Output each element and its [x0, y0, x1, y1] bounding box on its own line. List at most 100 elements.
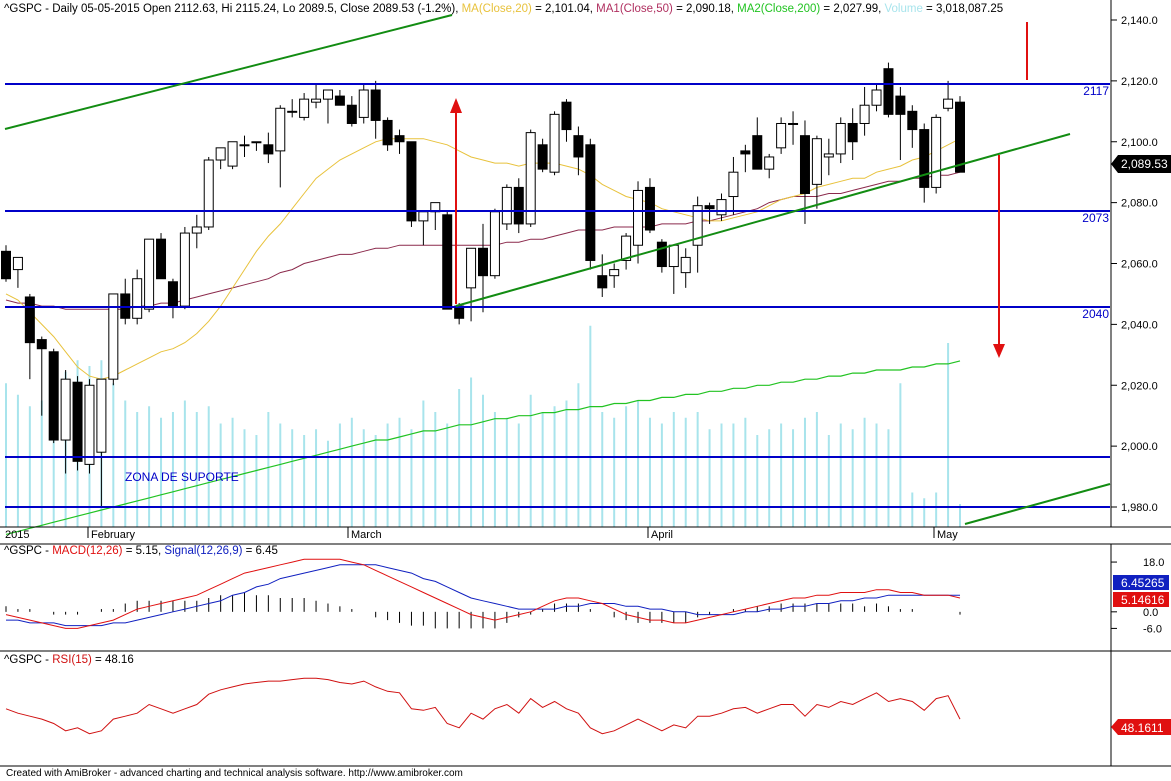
volume-label: Volume: [884, 3, 923, 15]
candle-body-down: [167, 281, 178, 307]
candle-body-up: [311, 98, 322, 103]
candle: [334, 90, 345, 106]
candle: [191, 214, 202, 249]
candle-body-up: [275, 107, 286, 152]
macd-tick-label: -6.0: [1143, 623, 1162, 635]
candle: [203, 156, 214, 231]
candle: [752, 117, 763, 170]
candle: [740, 144, 751, 173]
rsi-line: [5, 677, 961, 735]
candle: [788, 111, 799, 145]
candle-body-up: [943, 98, 954, 109]
candle-body-down: [36, 339, 47, 350]
last-price-marker: [1111, 155, 1171, 173]
rsi-panel: 48.1611: [5, 651, 1171, 766]
candle: [537, 138, 548, 173]
candle: [943, 80, 954, 112]
candle: [692, 196, 703, 273]
candle: [1, 245, 11, 282]
candle-body-up: [287, 110, 298, 113]
candle-body-down: [394, 135, 405, 143]
candle-body-up: [776, 122, 787, 149]
candle-body-up: [788, 122, 799, 125]
candle: [144, 238, 155, 313]
candle-body-up: [811, 138, 822, 185]
candle-body-down: [478, 247, 488, 277]
rsi-series-line: [5, 677, 961, 735]
date-label-may: May: [937, 529, 958, 541]
candle-body-down: [597, 275, 608, 289]
ma50-value: = 2,090.18,: [672, 3, 738, 15]
candle: [227, 141, 238, 170]
candle: [811, 135, 822, 209]
candle-body-up: [716, 199, 727, 216]
candle-body-down: [644, 186, 655, 231]
candle: [859, 86, 870, 136]
candle: [597, 254, 608, 297]
candle: [322, 89, 333, 124]
last-price-badge: 2,089.53: [1121, 157, 1168, 171]
candle: [501, 184, 512, 231]
candle: [442, 211, 453, 310]
candle: [489, 208, 500, 279]
candle-body-up: [728, 171, 739, 198]
candle: [835, 117, 846, 164]
candle-body-down: [955, 101, 965, 173]
candle: [406, 141, 417, 227]
candle-body-up: [835, 122, 846, 155]
candle: [215, 147, 226, 170]
target-up-arrow-head: [450, 98, 462, 113]
date-label-april: April: [651, 529, 673, 541]
candle-body-up: [668, 244, 679, 268]
candle: [561, 99, 572, 142]
rsi-value: = 48.16: [91, 654, 134, 666]
candle-body-up: [692, 205, 703, 246]
candle-body-up: [931, 116, 942, 188]
candle-body-down: [573, 135, 584, 158]
candle-body-down: [48, 351, 59, 441]
candle-body-up: [299, 98, 310, 118]
candle-body-up: [12, 256, 23, 271]
candle: [549, 111, 560, 176]
macd-panel: 18.0 0.0 -6.0 6.45265 5.14616: [5, 544, 1169, 651]
macd-axis-ticks: 18.0 0.0 -6.0: [1111, 557, 1164, 635]
candle: [132, 269, 143, 325]
candle-body-up: [144, 238, 155, 310]
macd-prefix: ^GSPC -: [4, 545, 53, 557]
candle-body-up: [251, 141, 262, 144]
candle-body-up: [84, 384, 95, 465]
candle: [644, 178, 655, 234]
candle: [799, 120, 810, 224]
candle-body-down: [799, 135, 810, 194]
candle-body-up: [609, 269, 620, 277]
support-zone-label: ZONA DE SUPORTE: [125, 470, 239, 484]
candle: [24, 293, 35, 380]
candle-body-down: [156, 238, 167, 280]
price-tick-label: 2,080.0: [1121, 198, 1158, 210]
candle-body-up: [489, 211, 500, 277]
candle-body-down: [24, 296, 35, 344]
candle-body-up: [227, 141, 238, 167]
candle: [704, 202, 715, 224]
date-label-february: February: [91, 529, 136, 541]
candle-body-up: [859, 104, 870, 124]
candle-body-down: [72, 381, 83, 462]
candle: [955, 96, 965, 173]
candle-body-up: [501, 186, 512, 225]
candle: [358, 83, 369, 124]
signal-value: = 6.45: [242, 545, 278, 557]
candle-body-down: [537, 144, 548, 170]
candle: [72, 376, 83, 471]
candle-body-up: [239, 144, 250, 147]
price-header: ^GSPC - Daily 05-05-2015 Open 2112.63, H…: [4, 3, 1003, 15]
candle-body-up: [203, 159, 214, 228]
candle: [251, 141, 262, 151]
level-label-2040: 2040: [1082, 307, 1109, 321]
level-label-2073: 2073: [1082, 211, 1109, 225]
price-axis-ticks: 2,140.0 2,120.0 2,100.0 2,080.0 2,060.0 2,040…: [1111, 15, 1158, 514]
price-tick-label: 2,120.0: [1121, 76, 1158, 88]
target-down-arrow-head: [993, 344, 1005, 358]
candle-body-up: [60, 378, 71, 441]
candle-body-down: [752, 135, 763, 170]
